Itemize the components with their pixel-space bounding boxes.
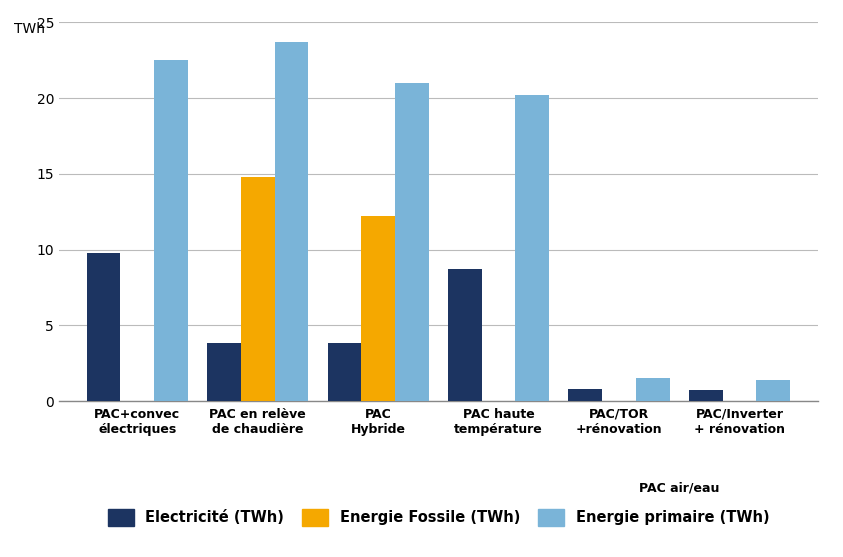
Bar (275, 42, 309, 401)
Bar (362, 216, 395, 401)
Bar (448, 269, 481, 401)
Bar (241, 177, 275, 401)
Text: PAC air/eau: PAC air/eau (639, 482, 719, 495)
Bar (328, 344, 362, 401)
Bar (395, 83, 429, 401)
Bar (515, 95, 549, 401)
Bar (154, 60, 188, 401)
Y-axis label: TWh: TWh (14, 22, 45, 36)
Legend: Electricité (TWh), Energie Fossile (TWh), Energie primaire (TWh): Electricité (TWh), Energie Fossile (TWh)… (102, 503, 775, 531)
Bar (568, 389, 602, 401)
Bar (689, 390, 722, 401)
Bar (87, 252, 121, 401)
Bar (636, 378, 669, 401)
Bar (207, 344, 241, 401)
Bar (756, 380, 790, 401)
